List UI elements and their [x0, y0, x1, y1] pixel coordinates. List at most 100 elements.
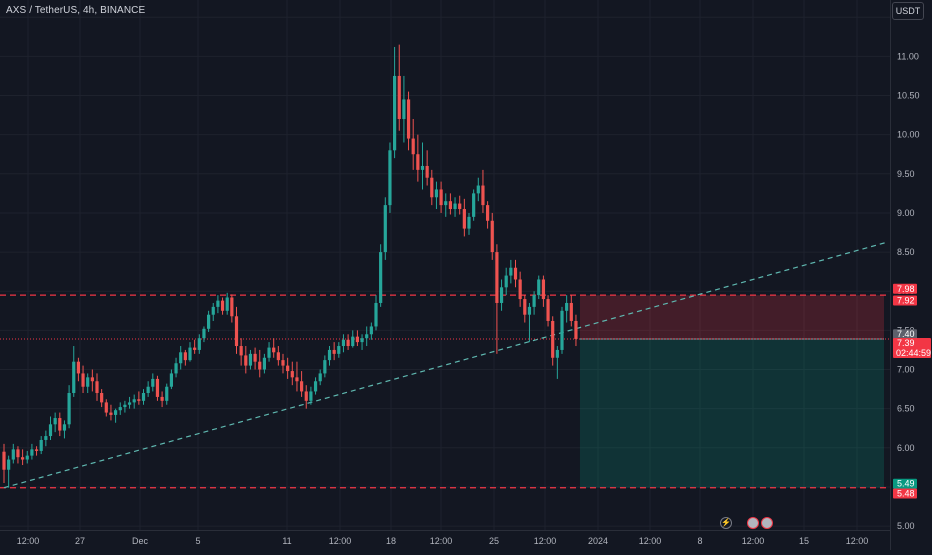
candle-body: [546, 299, 550, 321]
price-tag-bg: [893, 295, 917, 306]
candle-body: [327, 349, 332, 361]
candle-body: [179, 352, 183, 364]
y-tick-label: 5.00: [897, 521, 915, 531]
x-tick-label: 8: [697, 536, 702, 546]
x-tick-label: 12:00: [534, 536, 557, 546]
candle-body: [155, 378, 160, 397]
candle-body: [518, 279, 522, 300]
candle-body: [216, 300, 220, 307]
candle-body: [253, 353, 257, 362]
candle-body: [281, 360, 285, 366]
candle-body: [58, 418, 62, 431]
candle-body: [109, 412, 113, 415]
price-axis-divider: [890, 0, 891, 550]
candle-body: [39, 439, 43, 451]
currency-button[interactable]: USDT: [892, 2, 924, 20]
candle-body: [300, 381, 304, 392]
x-tick-label: 12:00: [17, 536, 40, 546]
price-tag-5-48: 5.48: [893, 488, 917, 499]
y-tick-label: 10.50: [897, 91, 920, 101]
candle-body: [560, 310, 564, 350]
candle-body: [174, 363, 178, 374]
candle-body: [25, 455, 29, 460]
candle-body: [34, 449, 39, 451]
candle-body: [513, 267, 518, 280]
y-tick-label: 9.00: [897, 208, 915, 218]
candle-body: [276, 352, 280, 361]
price-tag-bg: [893, 478, 917, 489]
candle-body: [490, 220, 494, 253]
x-tick-label: 27: [75, 536, 85, 546]
candle-body: [472, 193, 476, 217]
candle-body: [448, 201, 452, 210]
candle-body: [420, 165, 425, 170]
candle-body: [146, 386, 150, 393]
candle-body: [318, 373, 322, 382]
candle-body: [72, 361, 76, 393]
lightning-event-icon[interactable]: ⚡: [720, 517, 732, 529]
candle-body: [295, 377, 299, 382]
take-profit-zone: [579, 338, 884, 488]
candle-body: [151, 378, 155, 387]
candle-body: [351, 336, 355, 347]
candle-body: [355, 336, 359, 343]
candle-body: [504, 275, 508, 288]
price-tag-value: 7.98: [897, 284, 915, 294]
candle-body: [555, 349, 559, 358]
candle-body: [411, 138, 415, 155]
us-flag-event-icon[interactable]: [761, 517, 773, 529]
candle-body: [337, 346, 341, 354]
candle-body: [379, 252, 383, 303]
y-tick-label: 6.00: [897, 443, 915, 453]
x-tick-label: 18: [386, 536, 396, 546]
candle-body: [439, 189, 443, 206]
y-tick-label: 11.00: [897, 51, 919, 61]
candle-body: [44, 436, 48, 440]
x-tick-label: 12:00: [742, 536, 765, 546]
candle-body: [132, 399, 136, 403]
candle-body: [388, 150, 392, 206]
candle-body: [481, 185, 485, 206]
candle-body: [425, 165, 429, 178]
candle-body: [527, 306, 532, 315]
candle-body: [48, 424, 53, 437]
candle-body: [118, 407, 122, 411]
candle-body: [346, 339, 350, 347]
candle-body: [434, 189, 439, 198]
candle-body: [86, 377, 90, 387]
candle-body: [193, 347, 197, 350]
symbol-title[interactable]: AXS / TetherUS, 4h, BINANCE: [6, 5, 146, 16]
candle-body: [207, 314, 211, 329]
x-tick-label: 12:00: [846, 536, 869, 546]
candle-body: [467, 216, 471, 229]
price-tag-5-49: 5.49: [893, 478, 917, 489]
candle-body: [244, 355, 248, 366]
candle-body: [211, 306, 215, 315]
candle-body: [509, 267, 513, 276]
countdown-label: 02:44:59: [896, 348, 931, 358]
candle-body: [486, 205, 490, 221]
candle-body: [499, 287, 504, 303]
candle-body: [416, 154, 420, 170]
candle-body: [374, 302, 378, 327]
candle-body: [453, 203, 457, 210]
candle-body: [114, 410, 118, 415]
price-tag-7-40: 7.40: [893, 329, 917, 340]
candle-body: [67, 392, 71, 425]
time-axis-divider: [0, 530, 890, 531]
candle-body: [541, 279, 545, 300]
x-tick-label: 11: [282, 536, 291, 546]
candle-body: [495, 252, 499, 303]
candle-body: [197, 338, 201, 350]
candle-body: [183, 352, 187, 361]
candle-body: [574, 320, 578, 339]
x-tick-label: 12:00: [329, 536, 352, 546]
candle-body: [551, 320, 555, 358]
candle-body: [230, 297, 234, 317]
us-flag-event-icon[interactable]: [747, 517, 759, 529]
candle-body: [369, 326, 373, 335]
candle-body: [565, 302, 569, 311]
candle-body: [30, 449, 34, 456]
